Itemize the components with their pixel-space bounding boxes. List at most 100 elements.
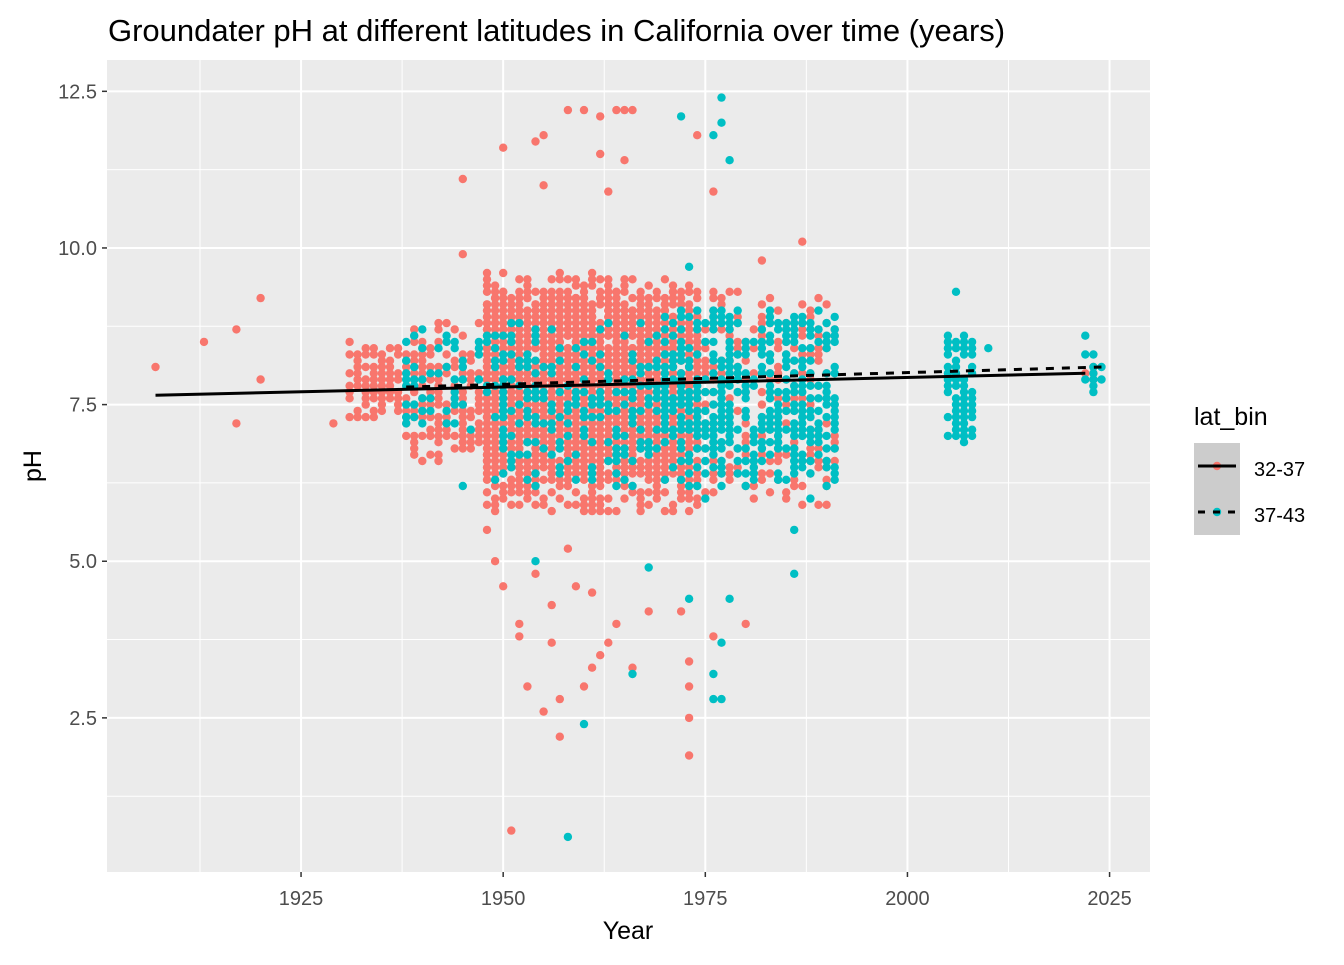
point-32-37: [579, 300, 589, 309]
point-37-43: [733, 387, 742, 397]
point-32-37: [507, 444, 516, 453]
point-32-37: [709, 488, 718, 497]
point-37-43: [806, 356, 815, 365]
point-32-37: [579, 356, 589, 365]
point-32-37: [693, 356, 702, 365]
point-32-37: [620, 419, 629, 428]
point-37-43: [741, 456, 750, 466]
point-37-43: [628, 419, 637, 428]
point-32-37: [523, 275, 532, 284]
point-32-37: [798, 331, 807, 340]
point-37-43: [620, 375, 629, 384]
point-37-43: [628, 481, 637, 491]
point-32-37: [628, 293, 637, 303]
point-37-43: [830, 312, 839, 322]
point-32-37: [579, 362, 589, 372]
point-37-43: [757, 337, 767, 347]
point-37-43: [555, 387, 564, 397]
point-32-37: [725, 287, 734, 296]
point-32-37: [385, 375, 395, 384]
point-37-43: [531, 438, 540, 447]
point-32-37: [531, 488, 540, 497]
point-37-43: [555, 463, 564, 472]
point-37-43: [951, 425, 961, 434]
point-32-37: [579, 287, 589, 296]
point-32-37: [434, 450, 443, 459]
point-32-37: [571, 306, 581, 315]
point-32-37: [490, 450, 500, 459]
point-37-43: [693, 412, 702, 422]
point-32-37: [596, 419, 605, 428]
point-37-43: [790, 387, 799, 397]
point-32-37: [765, 456, 775, 466]
x-tick-label: 1975: [683, 888, 728, 910]
point-37-43: [959, 344, 969, 353]
point-32-37: [693, 312, 702, 322]
point-37-43: [717, 362, 726, 372]
point-32-37: [604, 469, 613, 478]
point-32-37: [668, 450, 678, 459]
point-32-37: [620, 281, 629, 290]
point-37-43: [612, 387, 621, 397]
point-37-43: [636, 444, 645, 453]
point-37-43: [1097, 375, 1106, 384]
point-37-43: [547, 325, 556, 334]
point-32-37: [636, 463, 645, 472]
point-32-37: [426, 375, 435, 384]
point-37-43: [596, 325, 605, 334]
point-37-43: [579, 425, 589, 434]
point-32-37: [555, 406, 564, 416]
point-37-43: [531, 394, 540, 403]
point-32-37: [442, 412, 451, 422]
point-32-37: [676, 494, 686, 503]
point-32-37: [369, 369, 378, 378]
point-37-43: [709, 431, 718, 441]
point-37-43: [959, 406, 969, 416]
point-37-43: [693, 481, 702, 491]
point-32-37: [515, 619, 524, 629]
point-32-37: [402, 394, 411, 403]
point-32-37: [684, 331, 694, 340]
point-32-37: [418, 337, 427, 347]
point-32-37: [587, 481, 597, 491]
point-32-37: [652, 469, 661, 478]
point-37-43: [806, 394, 815, 403]
point-32-37: [773, 362, 783, 372]
point-32-37: [256, 293, 265, 303]
point-37-43: [587, 438, 597, 447]
point-32-37: [773, 394, 783, 403]
point-32-37: [232, 325, 241, 334]
point-32-37: [571, 293, 581, 303]
point-32-37: [612, 619, 621, 629]
point-32-37: [596, 356, 605, 365]
point-32-37: [369, 412, 378, 422]
point-32-37: [693, 131, 702, 140]
point-37-43: [644, 438, 653, 447]
point-32-37: [798, 237, 807, 246]
point-32-37: [458, 387, 467, 397]
point-37-43: [1089, 350, 1098, 359]
point-32-37: [353, 412, 362, 422]
point-37-43: [499, 469, 508, 478]
point-37-43: [725, 412, 734, 422]
point-32-37: [596, 463, 605, 472]
point-32-37: [684, 682, 694, 691]
point-32-37: [539, 337, 548, 347]
point-32-37: [482, 287, 492, 296]
point-32-37: [612, 362, 621, 372]
point-37-43: [684, 469, 694, 478]
point-32-37: [515, 375, 524, 384]
point-32-37: [393, 350, 403, 359]
point-32-37: [620, 481, 629, 491]
point-32-37: [410, 406, 419, 416]
point-37-43: [830, 425, 839, 434]
point-32-37: [547, 312, 556, 322]
point-32-37: [684, 444, 694, 453]
point-32-37: [668, 344, 678, 353]
point-32-37: [684, 475, 694, 484]
point-32-37: [515, 344, 524, 353]
point-32-37: [458, 331, 467, 340]
point-37-43: [628, 394, 637, 403]
point-37-43: [418, 375, 427, 384]
point-32-37: [701, 344, 710, 353]
